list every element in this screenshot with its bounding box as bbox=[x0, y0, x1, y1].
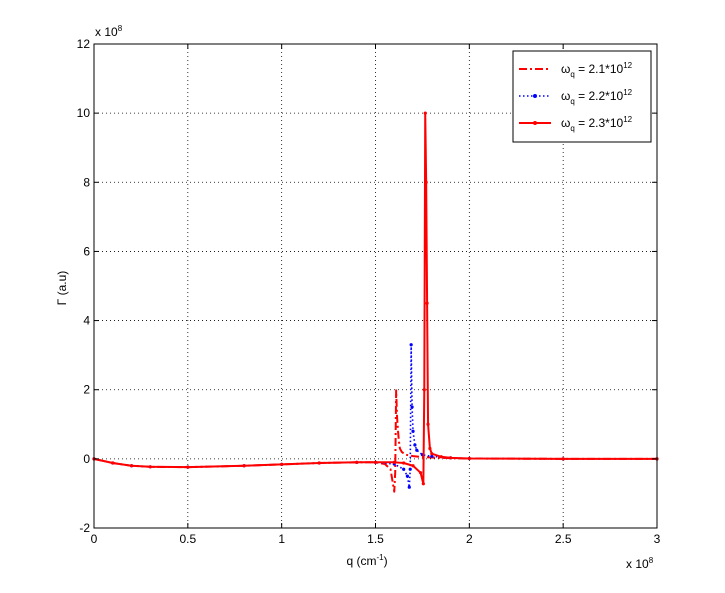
series-point-3 bbox=[111, 461, 115, 465]
series-point-3 bbox=[129, 464, 134, 468]
legend-label-2: ωq = 2.2*1012 bbox=[561, 88, 633, 106]
series-point-3 bbox=[411, 464, 415, 468]
series-point-3 bbox=[186, 465, 190, 469]
series-point-3 bbox=[426, 422, 430, 426]
y-tick-label: -2 bbox=[79, 521, 90, 535]
x-tick-label: 2.5 bbox=[555, 532, 572, 546]
legend: ωq = 2.1*1012 ωq = 2.2*1012 ωq = 2.3*1012 bbox=[512, 50, 652, 143]
x-tick-label: 1.5 bbox=[367, 532, 384, 546]
x-tick-label: 3 bbox=[654, 532, 661, 546]
series-point-3 bbox=[242, 464, 246, 468]
series-point-3 bbox=[425, 301, 429, 305]
series-point-2 bbox=[410, 405, 414, 409]
series-point-3 bbox=[392, 460, 396, 464]
series-point-3 bbox=[467, 456, 471, 461]
series-point-2 bbox=[407, 485, 411, 489]
y-tick-label: 2 bbox=[83, 383, 90, 397]
x-tick-label: 0 bbox=[91, 532, 98, 546]
y-axis-label: Γ (a.u) bbox=[55, 271, 69, 306]
series-point-3 bbox=[422, 388, 426, 392]
series-point-3 bbox=[448, 456, 453, 460]
y-tick-label: 8 bbox=[83, 175, 90, 189]
y-tick-label: 12 bbox=[77, 37, 91, 51]
series-point-3 bbox=[373, 460, 378, 464]
series-point-2 bbox=[409, 343, 413, 347]
y-tick-label: 6 bbox=[83, 244, 90, 258]
series-point-3 bbox=[355, 460, 359, 464]
series-point-3 bbox=[428, 446, 432, 451]
series-point-3 bbox=[561, 457, 565, 461]
series-point-3 bbox=[439, 455, 443, 459]
series-point-2 bbox=[413, 443, 417, 447]
series-point-3 bbox=[423, 111, 427, 115]
y-tick-label: 4 bbox=[83, 314, 90, 328]
series-line-1 bbox=[93, 389, 657, 493]
series-point-3 bbox=[418, 471, 423, 475]
series-point-3 bbox=[430, 452, 434, 456]
series-point-2 bbox=[408, 467, 412, 471]
series-point-3 bbox=[148, 465, 152, 469]
x-axis-multiplier: x 108 bbox=[626, 556, 654, 571]
series-point-3 bbox=[421, 482, 425, 486]
series-point-2 bbox=[411, 429, 415, 433]
y-axis-multiplier: x 108 bbox=[95, 24, 123, 39]
legend-label-1: ωq = 2.1*1012 bbox=[561, 61, 633, 79]
x-tick-label: 0.5 bbox=[179, 532, 196, 546]
series-point-2 bbox=[402, 467, 406, 471]
series-point-2 bbox=[430, 454, 434, 459]
y-tick-label: 10 bbox=[77, 106, 91, 120]
series-point-3 bbox=[280, 462, 284, 466]
series-point-2 bbox=[405, 474, 410, 478]
x-axis-label: q (cm-1) bbox=[346, 553, 387, 568]
legend-marker-3 bbox=[533, 121, 537, 125]
series-point-3 bbox=[317, 461, 321, 465]
legend-marker-2 bbox=[533, 94, 537, 98]
series-point-3 bbox=[424, 180, 428, 184]
series-point-3 bbox=[402, 461, 406, 465]
y-tick-label: 0 bbox=[83, 452, 90, 466]
legend-label-3: ωq = 2.3*1012 bbox=[561, 115, 633, 133]
x-tick-label: 2 bbox=[466, 532, 473, 546]
series-line-2 bbox=[93, 343, 657, 489]
x-tick-label: 1 bbox=[278, 532, 285, 546]
series-group bbox=[92, 111, 659, 493]
series-point-2 bbox=[415, 448, 419, 452]
